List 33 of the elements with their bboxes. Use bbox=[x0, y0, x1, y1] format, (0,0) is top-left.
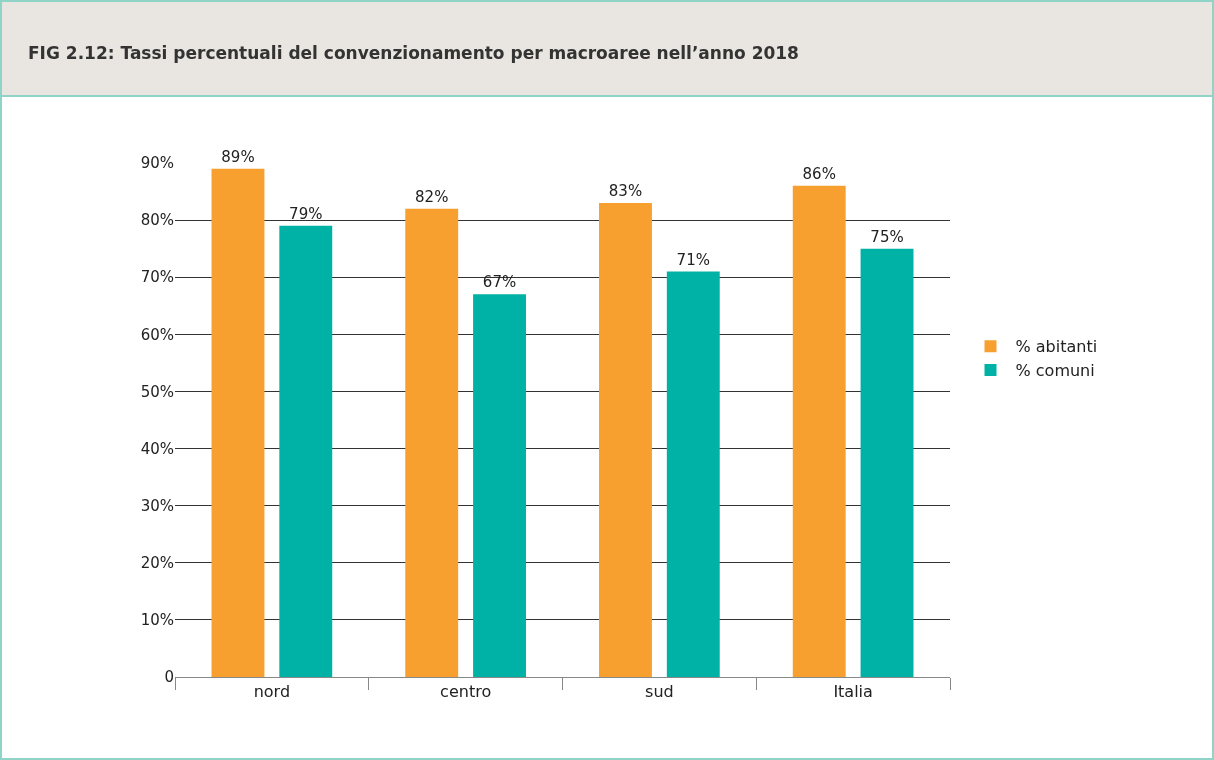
legend-label: % comuni bbox=[1015, 361, 1095, 381]
data-label: 71% bbox=[676, 250, 710, 269]
data-label: 83% bbox=[608, 181, 643, 200]
y-tick-label: 50% bbox=[140, 382, 174, 401]
data-label: 89% bbox=[221, 147, 255, 166]
x-tick-label: nord bbox=[253, 682, 291, 702]
legend-label: % abitanti bbox=[1015, 337, 1098, 357]
bar bbox=[599, 202, 652, 677]
y-tick-label: 80% bbox=[140, 211, 174, 230]
bar bbox=[666, 271, 720, 677]
y-tick-label: 70% bbox=[140, 268, 174, 287]
bar bbox=[792, 185, 846, 677]
bar bbox=[473, 294, 526, 677]
bar bbox=[860, 248, 914, 677]
y-tick-label: 0 bbox=[164, 668, 174, 687]
bar bbox=[211, 168, 265, 677]
x-tick-label: Italia bbox=[833, 682, 873, 702]
bar bbox=[405, 208, 459, 677]
chart-title: FIG 2.12: Tassi percentuali del convenzionamento per macroaree nell’anno 2018 bbox=[28, 42, 799, 63]
x-tick-label: centro bbox=[440, 682, 492, 702]
y-tick-label: 90% bbox=[140, 154, 174, 173]
data-label: 86% bbox=[802, 164, 836, 183]
data-label: 75% bbox=[870, 227, 904, 246]
y-tick-label: 60% bbox=[140, 325, 174, 344]
data-label: 82% bbox=[415, 187, 449, 206]
y-tick-label: 20% bbox=[140, 554, 174, 573]
bar bbox=[279, 225, 333, 677]
x-tick-label: sud bbox=[645, 682, 674, 702]
y-tick-label: 30% bbox=[140, 496, 174, 515]
y-tick-label: 40% bbox=[140, 439, 174, 458]
data-label: 79% bbox=[289, 204, 323, 223]
data-label: 67% bbox=[482, 273, 517, 292]
y-tick-label: 10% bbox=[140, 611, 174, 630]
